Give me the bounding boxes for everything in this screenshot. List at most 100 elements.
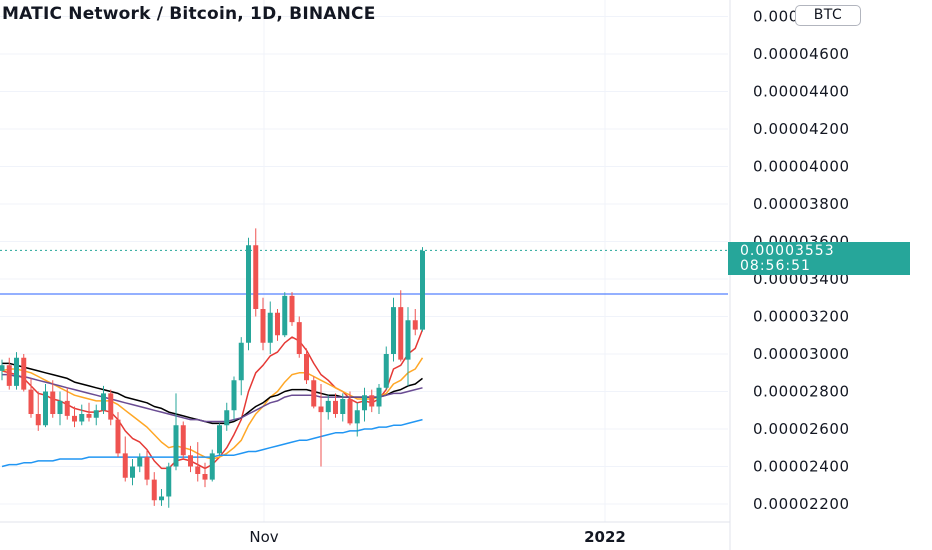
candle-body [115,419,121,454]
candle [72,406,77,428]
candle-body [275,312,280,336]
candle-body [50,391,56,414]
candle [64,387,70,420]
price-axis-label: 0.00002400 [753,458,850,476]
candle [173,393,179,471]
candle [86,402,92,422]
candle-body [159,496,164,501]
candle [57,391,63,426]
candle [122,436,128,482]
candle-body [130,466,135,478]
candle [318,384,324,467]
price-axis-label: 0.00002200 [753,495,850,513]
candle-body [333,400,338,414]
candle [188,445,193,473]
candle [275,309,280,341]
candle-body [282,295,288,336]
candle [267,301,273,354]
candle-body [260,309,266,343]
candle-body [420,250,425,330]
price-axis-label: 0.00003200 [753,308,850,326]
candle-body [267,312,273,343]
candle-body [108,393,114,420]
candle-body [325,400,331,413]
candle-body [202,474,208,480]
candle-body [43,391,48,426]
candle [35,391,41,431]
candle-body [151,479,157,501]
candle [209,449,215,482]
candle-body [398,307,404,360]
candle-body [173,425,179,467]
horizontal-line-layer[interactable] [0,249,728,295]
candle [304,348,309,384]
chart-grid [0,0,728,522]
candle [246,237,251,351]
candle-body [362,395,367,411]
candle-body [166,466,172,497]
price-axis-label: 0.00002600 [753,420,850,438]
candle [217,423,222,456]
candle [195,442,201,482]
candle-body [347,399,353,424]
candle-body [238,342,244,381]
currency-badge[interactable]: BTC [795,5,861,26]
candle [420,247,425,332]
candle [405,307,411,386]
candle [0,359,5,381]
candle [325,395,331,420]
time-axis-label: Nov [249,528,278,546]
candle [21,354,27,392]
last-price-tag: 0.00003553 08:56:51 [728,242,910,275]
candle [376,384,382,414]
candle-body [14,357,19,386]
candle [166,462,172,508]
candle [130,459,135,486]
last-price-value: 0.00003553 [740,243,835,259]
candle-body [253,245,259,309]
candle [340,393,346,422]
candle-body [412,320,418,330]
price-axis-label: 0.00004400 [753,83,850,101]
candle [137,453,143,473]
candle-body [21,357,27,390]
price-axis-label: 0.00004200 [753,120,850,138]
candle-body [376,387,382,407]
candle-body [383,354,389,388]
candle-body [354,410,360,424]
candle [50,380,56,418]
candle [333,393,338,418]
candle [14,352,19,390]
candle [354,402,360,437]
candle [369,389,375,413]
candle-body [93,410,99,418]
candle-body [224,410,230,426]
moving-average-line [2,373,423,423]
candle [383,346,389,390]
candle [159,489,164,506]
candle [144,449,150,486]
candle-body [79,414,85,422]
candle-body [122,453,128,478]
candle-body [369,395,375,407]
candle-body [0,365,5,371]
candle-body [6,365,12,386]
candles-layer [0,228,425,508]
candle-body [28,389,34,414]
price-axis-label: 0.00002800 [753,383,850,401]
candle [289,292,295,326]
chart-title: MATIC Network / Bitcoin, 1D, BINANCE [2,4,376,24]
candle-body [64,400,70,416]
candle-body [195,466,201,474]
candle-body [209,453,215,480]
candle [101,385,106,414]
candle-body [318,406,324,413]
moving-averages-layer [1,329,424,470]
candle [108,389,114,426]
price-axis-label: 0.00003000 [753,345,850,363]
candle-body [144,457,150,480]
candle [362,387,367,422]
price-axis-label: 0.00004000 [753,158,850,176]
candle-body [405,320,411,360]
